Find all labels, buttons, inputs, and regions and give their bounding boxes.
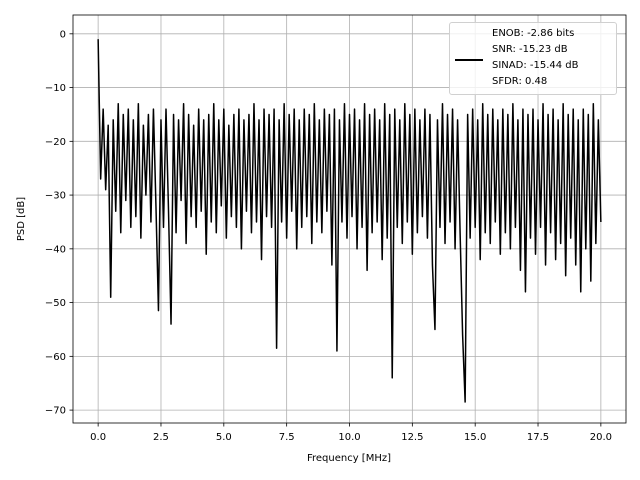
x-tick-label: 0.0 — [90, 432, 106, 443]
x-tick-label: 7.5 — [279, 432, 295, 443]
x-tick-label: 15.0 — [464, 432, 486, 443]
x-tick-label: 10.0 — [338, 432, 360, 443]
y-tick-label: −40 — [45, 244, 66, 255]
psd-line — [97, 39, 602, 403]
legend-label: ENOB: -2.86 bits SNR: -15.23 dB SINAD: -… — [492, 28, 579, 87]
x-tick-label: 2.5 — [153, 432, 169, 443]
y-tick-label: 0 — [60, 29, 66, 40]
x-axis-label: Frequency [MHz] — [307, 453, 391, 464]
plot-frame — [72, 14, 627, 424]
y-tick-label: −60 — [45, 352, 66, 363]
legend-swatch — [455, 59, 483, 61]
y-tick-label: −10 — [45, 83, 66, 94]
y-tick-label: −30 — [45, 191, 66, 202]
y-tick-label: −50 — [45, 298, 66, 309]
x-tick-label: 5.0 — [216, 432, 232, 443]
x-tick-label: 12.5 — [401, 432, 423, 443]
y-tick-label: −70 — [45, 406, 66, 417]
legend: ENOB: -2.86 bits SNR: -15.23 dB SINAD: -… — [449, 22, 617, 95]
y-tick-label: −20 — [45, 137, 66, 148]
x-tick-label: 17.5 — [527, 432, 549, 443]
x-tick-label: 20.0 — [590, 432, 612, 443]
y-axis-label: PSD [dB] — [16, 197, 27, 241]
